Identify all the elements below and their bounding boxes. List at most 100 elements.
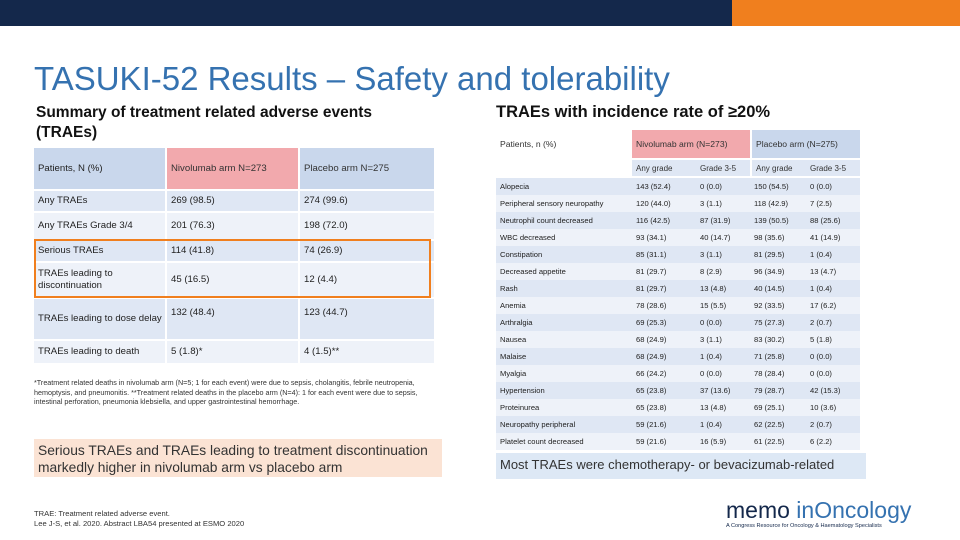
nivolumab-value: 114 (41.8) [167,241,298,261]
nivolumab-grade-3-5: 8 (2.9) [696,263,750,280]
table-row: Constipation 85 (31.1) 3 (1.1) 81 (29.5) 1 (… [496,246,860,263]
placebo-grade-3-5: 10 (3.6) [806,399,860,416]
placebo-grade-3-5: 1 (0.4) [806,280,860,297]
table-row: Hypertension 65 (23.8) 37 (13.6) 79 (28.7) 4… [496,382,860,399]
row-label: Any TRAEs [34,191,165,211]
adverse-event-name: Anemia [496,297,632,314]
placebo-any-grade: 78 (28.4) [750,365,806,382]
table-row: TRAEs leading to discontinuation 45 (16.… [34,263,434,297]
placebo-value: 274 (99.6) [300,191,434,211]
placebo-grade-3-5: 0 (0.0) [806,365,860,382]
slide-title: TASUKI-52 Results – Safety and tolerabil… [34,60,670,97]
placebo-grade-3-5: 6 (2.2) [806,433,860,450]
table-row: Malaise 68 (24.9) 1 (0.4) 71 (25.8) 0 (0.0) [496,348,860,365]
placebo-any-grade: 79 (28.7) [750,382,806,399]
footnote: *Treatment related deaths in nivolumab a… [34,378,418,406]
nivolumab-grade-3-5: 3 (1.1) [696,331,750,348]
placebo-grade-3-5: 2 (0.7) [806,314,860,331]
row-label: TRAEs leading to death [34,341,165,363]
placebo-any-grade: 98 (35.6) [750,229,806,246]
reference-line: Lee J-S, et al. 2020. Abstract LBA54 pre… [34,519,245,528]
table-row: Platelet count decreased 59 (21.6) 16 (5.9… [496,433,860,450]
placebo-value: 12 (4.4) [300,263,434,297]
table-row: Neuropathy peripheral 59 (21.6) 1 (0.4) 62 … [496,416,860,433]
nivolumab-grade-3-5: 40 (14.7) [696,229,750,246]
column-header-nivolumab: Nivolumab arm N=273 [167,148,298,189]
placebo-value: 198 (72.0) [300,213,434,239]
highlight-box [34,239,431,298]
placebo-value: 74 (26.9) [300,241,434,261]
memo-inoncology-logo: memo inOncology A Congress Resource for … [726,497,936,529]
table-row: TRAEs leading to dose delay 132 (48.4) 1… [34,299,434,339]
placebo-grade-3-5: 2 (0.7) [806,416,860,433]
left-conclusion-box: Serious TRAEs and TRAEs leading to treat… [34,439,442,477]
nivolumab-grade-3-5: 0 (0.0) [696,178,750,195]
adverse-event-name: Proteinurea [496,399,632,416]
logo-tagline: A Congress Resource for Oncology & Haema… [726,523,882,529]
subheader-any-grade: Any grade [752,160,806,176]
nivolumab-any-grade: 143 (52.4) [632,178,696,195]
placebo-any-grade: 92 (33.5) [750,297,806,314]
placebo-any-grade: 150 (54.5) [750,178,806,195]
placebo-grade-3-5: 13 (4.7) [806,263,860,280]
placebo-grade-3-5: 5 (1.8) [806,331,860,348]
nivolumab-any-grade: 78 (28.6) [632,297,696,314]
nivolumab-value: 269 (98.5) [167,191,298,211]
table-row: Serious TRAEs 114 (41.8) 74 (26.9) [34,241,434,261]
column-header-nivolumab: Nivolumab arm (N=273) [632,130,750,158]
left-section-heading: Summary of treatment related adverse eve… [36,104,372,141]
placebo-grade-3-5: 0 (0.0) [806,348,860,365]
table-row: Any TRAEs Grade 3/4 201 (76.3) 198 (72.0… [34,213,434,239]
adverse-event-name: Neutrophil count decreased [496,212,632,229]
trae-incidence-table: Patients, n (%) Nivolumab arm (N=273) Pl… [496,130,860,450]
reference-line: TRAE: Treatment related adverse event. [34,509,170,518]
nivolumab-value: 132 (48.4) [167,299,298,339]
placebo-value: 4 (1.5)** [300,341,434,363]
nivolumab-value: 45 (16.5) [167,263,298,297]
nivolumab-any-grade: 116 (42.5) [632,212,696,229]
nivolumab-grade-3-5: 3 (1.1) [696,246,750,263]
placebo-grade-3-5: 88 (25.6) [806,212,860,229]
nivolumab-grade-3-5: 13 (4.8) [696,280,750,297]
nivolumab-any-grade: 68 (24.9) [632,348,696,365]
placebo-any-grade: 69 (25.1) [750,399,806,416]
nivolumab-grade-3-5: 3 (1.1) [696,195,750,212]
row-label: TRAEs leading to dose delay [34,299,165,339]
adverse-event-name: Myalgia [496,365,632,382]
adverse-event-name: Peripheral sensory neuropathy [496,195,632,212]
nivolumab-any-grade: 81 (29.7) [632,280,696,297]
nivolumab-grade-3-5: 0 (0.0) [696,365,750,382]
placebo-any-grade: 40 (14.5) [750,280,806,297]
adverse-event-name: Nausea [496,331,632,348]
table-row: TRAEs leading to death 5 (1.8)* 4 (1.5)*… [34,341,434,363]
placebo-grade-3-5: 7 (2.5) [806,195,860,212]
placebo-any-grade: 62 (22.5) [750,416,806,433]
adverse-event-name: WBC decreased [496,229,632,246]
placebo-grade-3-5: 0 (0.0) [806,178,860,195]
subheader-any-grade: Any grade [632,160,696,176]
nivolumab-grade-3-5: 13 (4.8) [696,399,750,416]
placebo-any-grade: 83 (30.2) [750,331,806,348]
nivolumab-any-grade: 93 (34.1) [632,229,696,246]
nivolumab-any-grade: 69 (25.3) [632,314,696,331]
row-label: TRAEs leading to discontinuation [34,263,165,297]
column-header-placebo: Placebo arm N=275 [300,148,434,189]
right-conclusion-box: Most TRAEs were chemotherapy- or bevaciz… [496,453,866,479]
column-header-patients: Patients, n (%) [500,139,557,149]
placebo-grade-3-5: 41 (14.9) [806,229,860,246]
adverse-event-name: Neuropathy peripheral [496,416,632,433]
placebo-value: 123 (44.7) [300,299,434,339]
table-row: Myalgia 66 (24.2) 0 (0.0) 78 (28.4) 0 (0.0) [496,365,860,382]
table-row: Any TRAEs 269 (98.5) 274 (99.6) [34,191,434,211]
column-header-placebo: Placebo arm (N=275) [752,130,860,158]
table-row: Decreased appetite 81 (29.7) 8 (2.9) 96 (34… [496,263,860,280]
placebo-grade-3-5: 42 (15.3) [806,382,860,399]
table-row: Peripheral sensory neuropathy 120 (44.0) 3… [496,195,860,212]
placebo-any-grade: 96 (34.9) [750,263,806,280]
subheader-grade-3-5: Grade 3-5 [696,160,750,176]
nivolumab-any-grade: 65 (23.8) [632,382,696,399]
placebo-any-grade: 61 (22.5) [750,433,806,450]
adverse-event-name: Alopecia [496,178,632,195]
nivolumab-any-grade: 120 (44.0) [632,195,696,212]
placebo-any-grade: 71 (25.8) [750,348,806,365]
